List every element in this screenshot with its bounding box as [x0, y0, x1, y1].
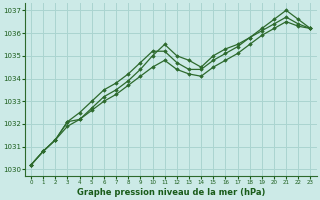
X-axis label: Graphe pression niveau de la mer (hPa): Graphe pression niveau de la mer (hPa) [76, 188, 265, 197]
